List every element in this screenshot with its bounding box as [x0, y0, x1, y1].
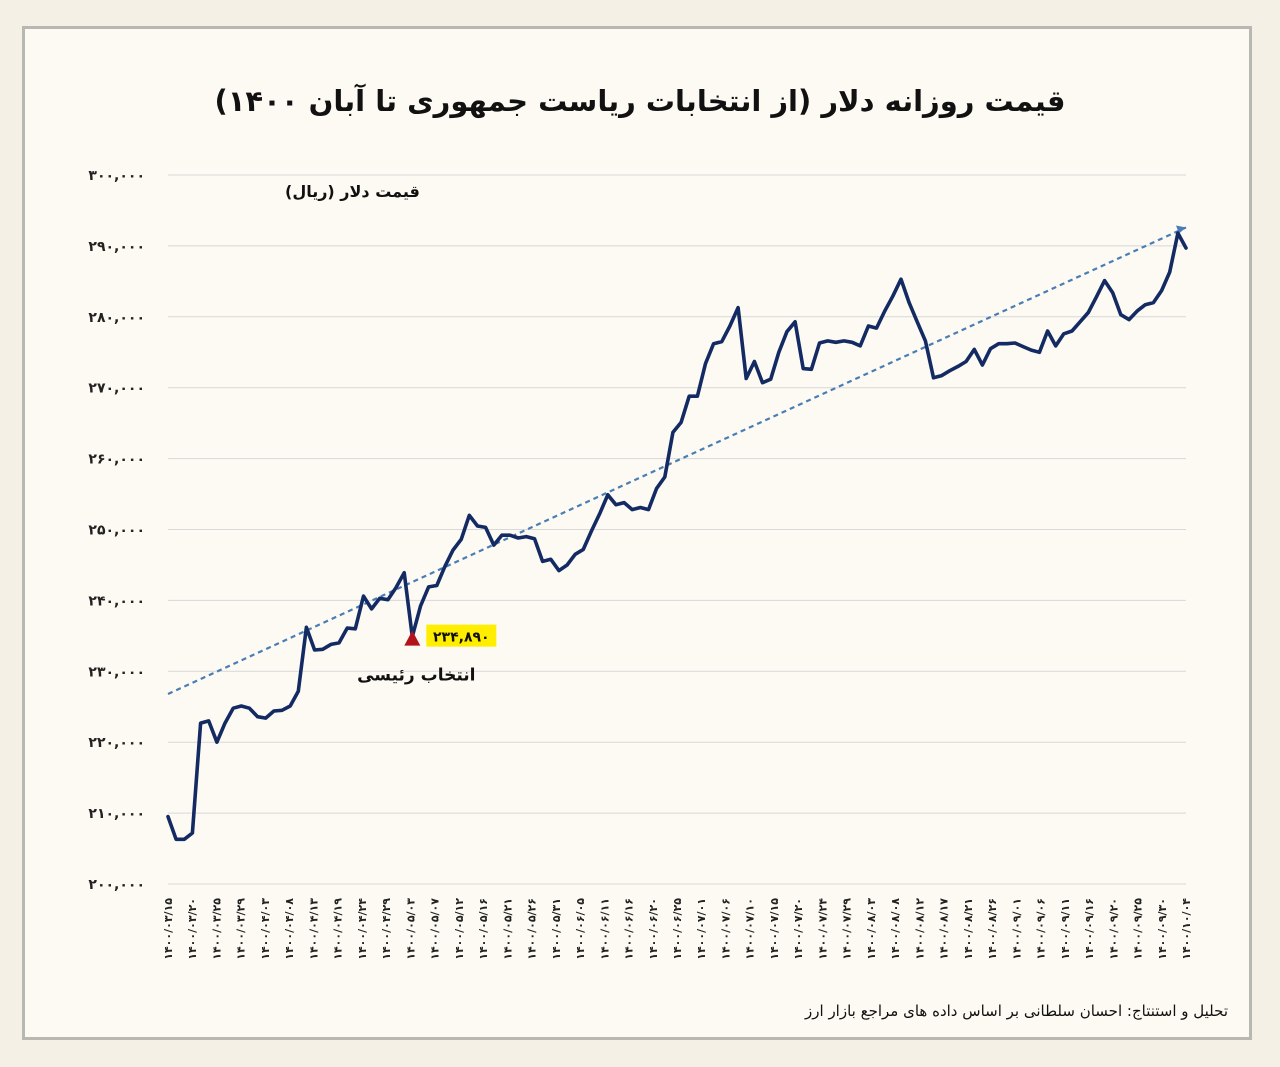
x-tick-label: ۱۴۰۰/۰۵/۰۷	[429, 898, 442, 960]
x-tick-label: ۱۴۰۰/۰۵/۳۱	[550, 898, 563, 960]
x-tick-label: ۱۴۰۰/۰۵/۲۶	[526, 898, 539, 960]
x-tick-label: ۱۴۰۰/۰۳/۲۵	[210, 898, 223, 960]
x-tick-label: ۱۴۰۰/۰۹/۰۱	[1010, 898, 1023, 960]
x-tick-label: ۱۴۰۰/۰۳/۲۰	[186, 898, 199, 960]
x-tick-label: ۱۴۰۰/۰۸/۰۳	[865, 898, 878, 960]
chart-frame	[22, 26, 1252, 1040]
annotation-value-highlight	[426, 624, 497, 647]
x-tick-label: ۱۴۰۰/۰۹/۲۰	[1107, 898, 1120, 960]
y-axis-ticks: ۲۰۰,۰۰۰ ۲۱۰,۰۰۰ ۲۲۰,۰۰۰ ۲۳۰,۰۰۰ ۲۴۰,۰۰۰ ۲۵۰,۰…	[88, 168, 145, 893]
x-tick-label: ۱۴۰۰/۰۷/۲۹	[841, 898, 854, 960]
x-tick-label: ۱۴۰۰/۰۴/۰۳	[259, 898, 272, 960]
x-tick-label: ۱۴۰۰/۱۰/۰۴	[1180, 898, 1193, 960]
x-tick-label: ۱۴۰۰/۰۸/۲۶	[986, 898, 999, 960]
x-tick-label: ۱۴۰۰/۰۴/۲۹	[380, 898, 393, 960]
x-tick-label: ۱۴۰۰/۰۶/۰۵	[574, 898, 587, 960]
x-tick-label: ۱۴۰۰/۰۴/۱۹	[332, 898, 345, 960]
x-tick-label: ۱۴۰۰/۰۶/۲۵	[671, 898, 684, 960]
x-tick-label: ۱۴۰۰/۰۸/۱۷	[938, 898, 951, 960]
y-tick-label: ۲۶۰,۰۰۰	[88, 452, 145, 468]
x-tick-label: ۱۴۰۰/۰۸/۱۲	[913, 898, 926, 960]
annotation-value: ۲۳۴,۸۹۰	[433, 630, 490, 646]
x-axis-ticks: ۱۴۰۰/۰۳/۱۵ ۱۴۰۰/۰۳/۲۰ ۱۴۰۰/۰۳/۲۵ ۱۴۰۰/۰۳/۲۹…	[162, 898, 1193, 960]
y-tick-label: ۲۴۰,۰۰۰	[88, 593, 145, 609]
y-tick-label: ۳۰۰,۰۰۰	[88, 168, 145, 184]
x-tick-label: ۱۴۰۰/۰۹/۱۶	[1083, 898, 1096, 960]
x-tick-label: ۱۴۰۰/۰۵/۱۶	[477, 898, 490, 960]
x-tick-label: ۱۴۰۰/۰۷/۲۰	[792, 898, 805, 960]
x-tick-label: ۱۴۰۰/۰۹/۰۶	[1035, 898, 1048, 960]
x-tick-label: ۱۴۰۰/۰۴/۰۸	[283, 898, 296, 960]
series-line-usd-price	[166, 231, 1188, 842]
x-tick-label: ۱۴۰۰/۰۷/۱۰	[744, 898, 757, 960]
x-tick-label: ۱۴۰۰/۰۳/۲۹	[235, 898, 248, 960]
x-tick-label: ۱۴۰۰/۰۳/۱۵	[162, 898, 175, 960]
y-tick-label: ۲۷۰,۰۰۰	[88, 381, 145, 397]
x-tick-label: ۱۴۰۰/۰۹/۲۵	[1132, 898, 1145, 960]
x-tick-label: ۱۴۰۰/۰۶/۱۶	[623, 898, 636, 960]
credit-note: تحلیل و استنتاج: احسان سلطانی بر اساس دا…	[805, 1002, 1228, 1020]
y-tick-label: ۲۹۰,۰۰۰	[88, 239, 145, 255]
election-marker	[404, 630, 421, 646]
x-tick-label: ۱۴۰۰/۰۷/۱۵	[768, 898, 781, 960]
grid-lines	[168, 174, 1186, 885]
x-tick-label: ۱۴۰۰/۰۷/۲۴	[816, 898, 829, 960]
y-axis-label: قیمت دلار (ریال)	[285, 182, 420, 201]
x-tick-label: ۱۴۰۰/۰۴/۱۳	[307, 898, 320, 960]
y-tick-label: ۲۸۰,۰۰۰	[88, 310, 145, 326]
annotation-label: انتخاب رئیسی	[357, 666, 475, 686]
y-tick-label: ۲۳۰,۰۰۰	[88, 664, 145, 680]
election-annotation: ۲۳۴,۸۹۰ انتخاب رئیسی	[357, 624, 497, 686]
x-tick-label: ۱۴۰۰/۰۷/۰۱	[695, 898, 708, 960]
x-tick-label: ۱۴۰۰/۰۵/۱۲	[453, 898, 466, 960]
y-tick-label: ۲۰۰,۰۰۰	[88, 877, 145, 893]
x-tick-label: ۱۴۰۰/۰۷/۰۶	[719, 898, 732, 960]
x-tick-label: ۱۴۰۰/۰۸/۰۸	[889, 898, 902, 960]
chart-title: قیمت روزانه دلار (از انتخابات ریاست جمهو…	[214, 84, 1066, 118]
y-tick-label: ۲۵۰,۰۰۰	[88, 523, 145, 539]
x-tick-label: ۱۴۰۰/۰۵/۰۳	[404, 898, 417, 960]
x-tick-label: ۱۴۰۰/۰۹/۱۱	[1059, 898, 1072, 960]
x-tick-label: ۱۴۰۰/۰۹/۳۰	[1156, 898, 1169, 960]
x-tick-label: ۱۴۰۰/۰۶/۲۰	[647, 898, 660, 960]
x-tick-label: ۱۴۰۰/۰۴/۲۴	[356, 898, 369, 960]
trend-line	[167, 226, 1187, 695]
x-tick-label: ۱۴۰۰/۰۵/۲۱	[501, 898, 514, 960]
x-tick-label: ۱۴۰۰/۰۸/۲۱	[962, 898, 975, 960]
y-tick-label: ۲۱۰,۰۰۰	[88, 806, 145, 822]
y-tick-label: ۲۲۰,۰۰۰	[88, 735, 145, 751]
x-tick-label: ۱۴۰۰/۰۶/۱۱	[598, 898, 611, 960]
